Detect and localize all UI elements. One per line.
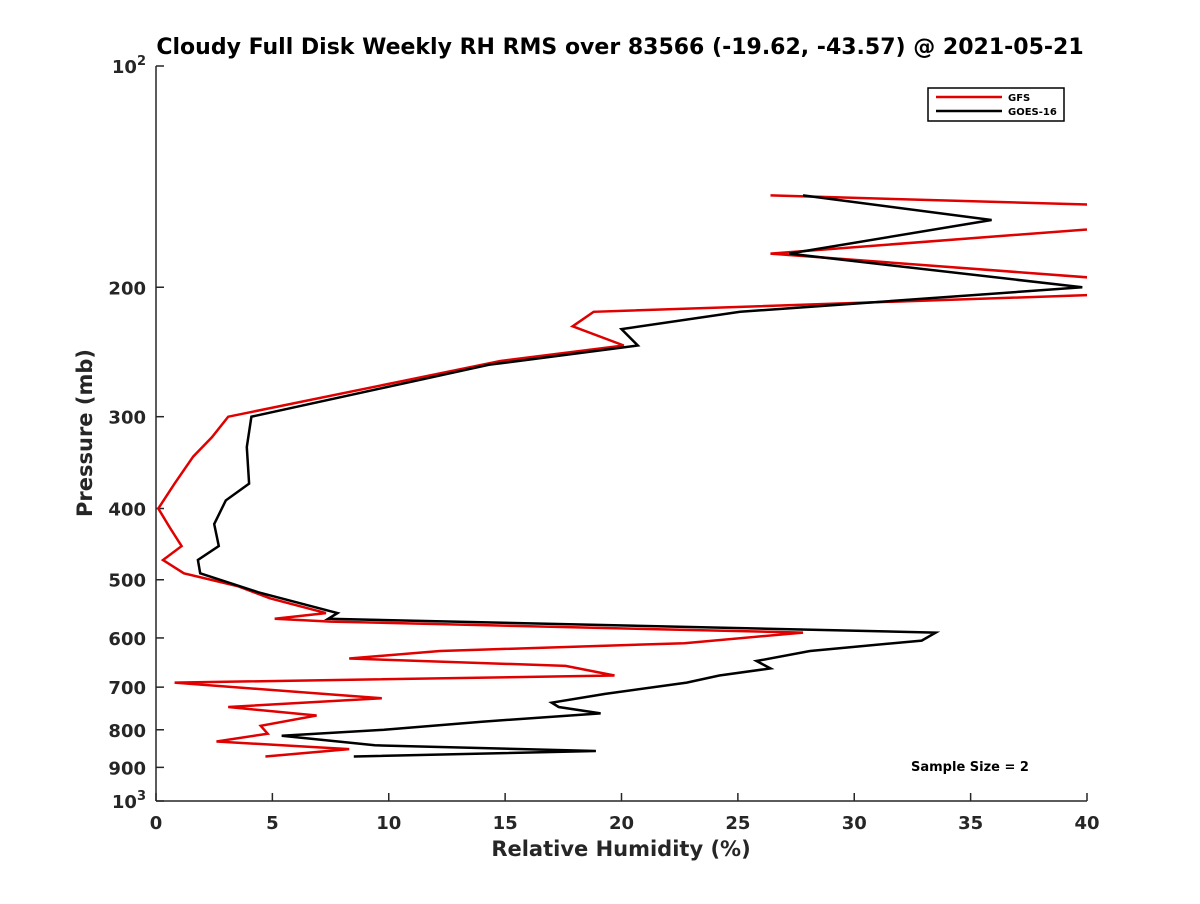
legend: GFS GOES-16 [927,87,1065,122]
series-group [156,194,1087,758]
chart-title: Cloudy Full Disk Weekly RH RMS over 8356… [156,35,1083,60]
series-line-gfs [156,194,1087,758]
x-tick-label: 0 [150,813,163,834]
x-axis-label: Relative Humidity (%) [491,837,750,861]
x-tick-label: 40 [1074,813,1099,834]
x-tick-label: 15 [493,813,518,834]
series-line-goes16 [196,194,1083,758]
legend-label-goes16: GOES-16 [1008,107,1057,118]
y-ticks: 102 200 300 400 500 600 700 800 900 103 [108,54,164,813]
x-tick-label: 10 [376,813,401,834]
y-tick-label: 500 [108,571,146,592]
y-tick-label: 800 [108,721,146,742]
y-tick-label: 200 [108,278,146,299]
legend-box [927,87,1065,122]
y-tick-label: 700 [108,678,146,699]
y-tick-label: 400 [108,500,146,521]
sample-size-annotation: Sample Size = 2 [911,760,1029,775]
y-tick-label: 102 [112,54,146,78]
y-tick-label: 300 [108,408,146,429]
y-tick-label: 900 [108,758,146,779]
y-axis-label: Pressure (mb) [73,349,97,517]
x-tick-label: 30 [842,813,867,834]
x-tick-label: 5 [266,813,279,834]
x-ticks: 0 5 10 15 20 25 30 35 40 [150,793,1100,834]
x-tick-label: 20 [609,813,634,834]
legend-label-gfs: GFS [1008,93,1030,104]
y-tick-label: 600 [108,629,146,650]
x-tick-label: 35 [958,813,983,834]
x-tick-label: 25 [725,813,750,834]
y-tick-label: 103 [112,789,146,813]
